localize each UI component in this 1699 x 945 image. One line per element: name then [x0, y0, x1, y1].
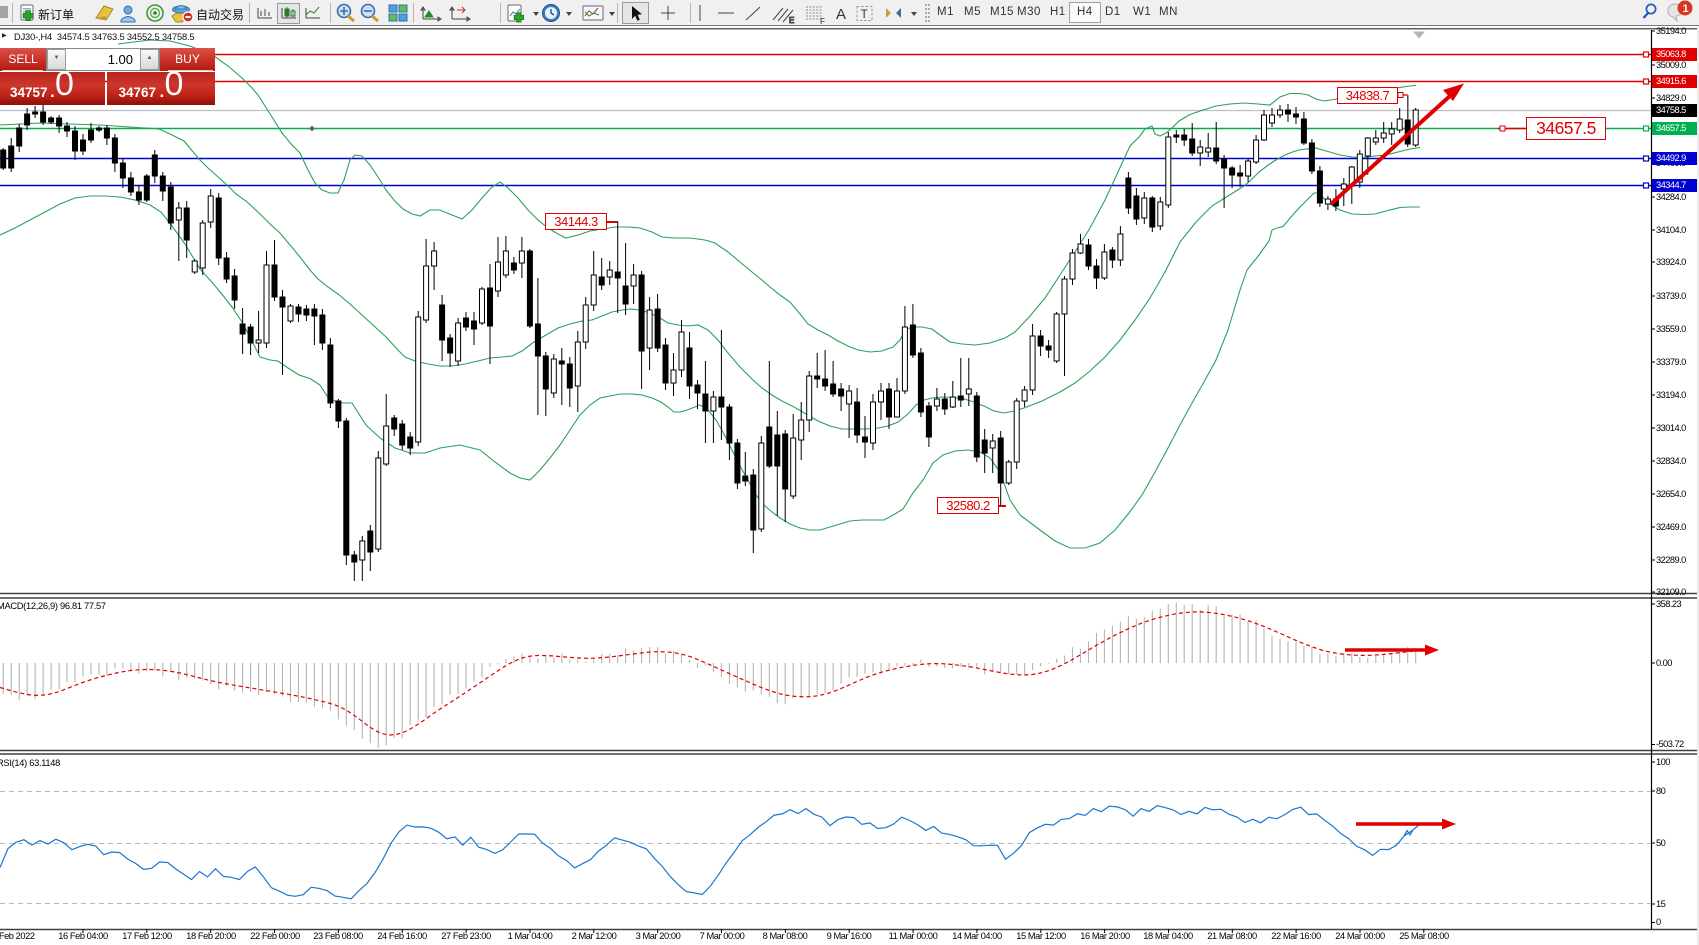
- svg-text:A: A: [836, 6, 846, 23]
- svg-text:F: F: [820, 17, 825, 26]
- svg-text:T: T: [861, 7, 869, 21]
- svg-text:E: E: [789, 16, 794, 25]
- svg-text:1: 1: [1683, 3, 1689, 15]
